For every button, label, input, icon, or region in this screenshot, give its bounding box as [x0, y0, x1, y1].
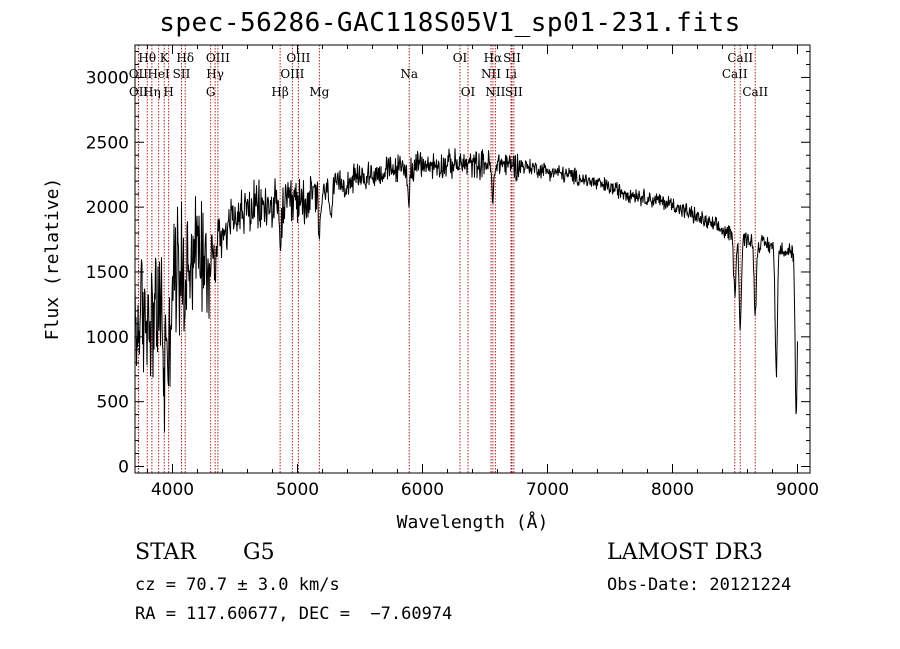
line-marker-label: Na [400, 67, 418, 81]
y-tick-label: 2500 [86, 133, 129, 153]
line-marker-label: SII [503, 51, 521, 65]
observation-date: Obs-Date: 20121224 [607, 575, 792, 595]
coordinates-readout: RA = 117.60677, DEC = −7.60974 [135, 604, 453, 624]
line-marker-label: OI [453, 51, 468, 65]
x-tick-label: 7000 [526, 480, 569, 500]
line-marker-label: OIII [206, 51, 230, 65]
plot-frame [134, 44, 811, 474]
line-marker-label: Hα [484, 51, 503, 65]
object-class: STAR [135, 540, 196, 565]
line-markers [137, 45, 756, 473]
line-marker-label: OIII [286, 51, 310, 65]
line-marker-label: Hη [143, 85, 161, 99]
spectrum-line [135, 148, 798, 432]
line-marker-label: Li [505, 67, 517, 81]
line-marker-label: OIII [280, 67, 304, 81]
line-marker-label: Hθ [138, 51, 156, 65]
line-marker-labels: HθHηOIIOIIHeIKHSIIHδGHγOIIIHβOIIIOIIIMgN… [129, 51, 769, 99]
x-tick-label: 8000 [651, 480, 694, 500]
line-marker-label: HeI [147, 67, 170, 81]
x-tick-label: 9000 [776, 480, 819, 500]
line-marker-label: SII [505, 85, 523, 99]
y-tick-label: 1500 [86, 263, 129, 283]
line-marker-label: NII [485, 85, 505, 99]
line-marker-label: OI [461, 85, 476, 99]
x-tick-label: 4000 [151, 480, 194, 500]
line-marker-label: K [160, 51, 170, 65]
y-tick-label: 2000 [86, 198, 129, 218]
chart-title: spec-56286-GAC118S05V1_sp01-231.fits [159, 8, 741, 38]
survey-name: LAMOST DR3 [607, 540, 763, 565]
line-marker-label: CaII [727, 51, 753, 65]
line-marker-label: SII [173, 67, 191, 81]
redshift-readout: cz = 70.7 ± 3.0 km/s [135, 575, 340, 595]
line-marker-label: Hβ [271, 85, 288, 99]
line-marker-label: G [206, 85, 216, 99]
line-marker-label: NII [481, 67, 501, 81]
line-marker-label: H [163, 85, 173, 99]
line-marker-label: CaII [722, 67, 748, 81]
y-tick-label: 1000 [86, 328, 129, 348]
line-marker-label: CaII [742, 85, 768, 99]
line-marker-label: OII [129, 85, 149, 99]
y-axis-label: Flux (relative) [42, 178, 63, 341]
x-axis-label: Wavelength (Å) [397, 511, 549, 533]
line-marker-label: OII [129, 67, 149, 81]
y-tick-label: 500 [97, 393, 129, 413]
line-marker-label: Hδ [176, 51, 194, 65]
x-tick-label: 6000 [401, 480, 444, 500]
y-tick-label: 3000 [86, 68, 129, 88]
axis-ticks: 4000 5000 6000 7000 8000 9000 0 500 1000 1500 2000… [86, 45, 819, 500]
line-marker-label: Mg [309, 85, 329, 99]
object-subclass: G5 [243, 540, 275, 565]
x-tick-label: 5000 [276, 480, 319, 500]
line-marker-label: Hγ [206, 67, 224, 81]
y-tick-label: 0 [118, 458, 129, 478]
